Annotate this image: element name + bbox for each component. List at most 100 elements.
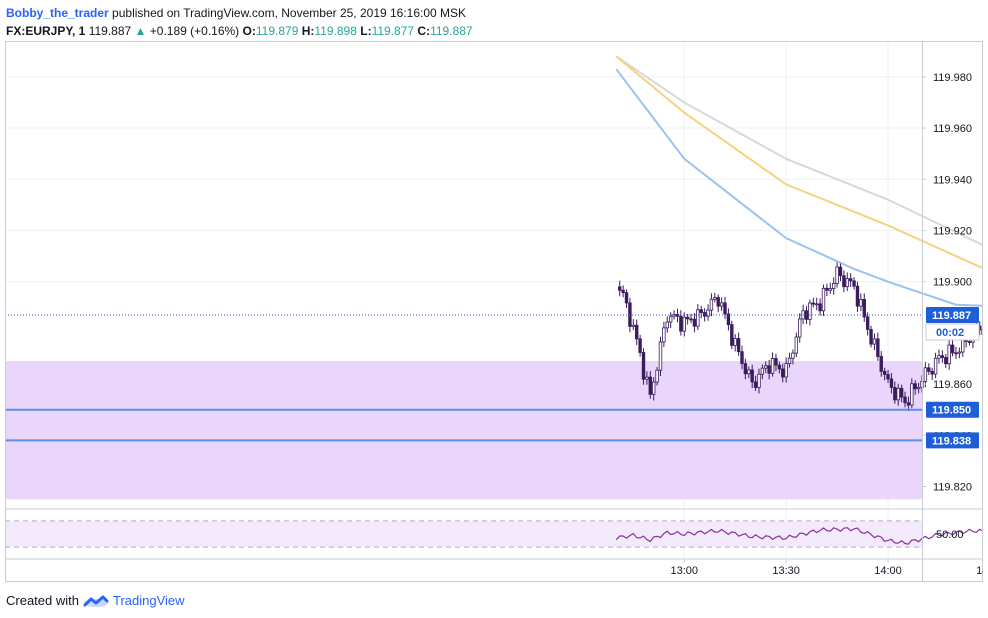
candle-body bbox=[760, 367, 765, 375]
candle-body bbox=[770, 358, 775, 374]
candle-body bbox=[682, 316, 686, 332]
created-with-text: Created with bbox=[6, 593, 79, 608]
time-tick-label: 13:30 bbox=[772, 565, 800, 577]
candle-body bbox=[821, 287, 826, 312]
current-price-label-text: 119.887 bbox=[932, 310, 971, 322]
close-label: C: bbox=[417, 24, 431, 38]
publish-line: Bobby_the_trader published on TradingVie… bbox=[6, 4, 473, 22]
candle-body bbox=[906, 402, 911, 406]
candle-body bbox=[862, 299, 866, 318]
candle-body bbox=[740, 351, 744, 365]
change-up-icon: ▲ bbox=[134, 24, 147, 38]
author-link[interactable]: Bobby_the_trader bbox=[6, 6, 109, 20]
candle-body bbox=[635, 324, 639, 340]
candle-body bbox=[794, 336, 799, 354]
candle-body bbox=[927, 367, 931, 372]
candle-body bbox=[787, 357, 792, 365]
candle-body bbox=[736, 338, 741, 353]
candle-body bbox=[896, 387, 900, 401]
level-price-label: 119.838 bbox=[926, 432, 979, 449]
candle-body bbox=[645, 376, 649, 380]
candle-body bbox=[845, 278, 849, 288]
candles bbox=[618, 262, 988, 412]
price-tick-label: 119.920 bbox=[933, 225, 972, 237]
rsi-panel bbox=[5, 520, 988, 548]
candle-body bbox=[889, 378, 894, 388]
candle-body bbox=[848, 278, 853, 282]
candle-body bbox=[692, 318, 697, 327]
candle-body bbox=[658, 341, 663, 371]
candle-body bbox=[743, 363, 748, 375]
close-value: 119.887 bbox=[430, 24, 473, 38]
low-label: L: bbox=[360, 24, 372, 38]
candle-body bbox=[784, 363, 788, 378]
candle-body bbox=[899, 387, 904, 398]
candle-body bbox=[869, 329, 873, 345]
candle-body bbox=[815, 303, 819, 306]
candle-body bbox=[954, 352, 958, 355]
candle-body bbox=[879, 356, 883, 372]
candle-body bbox=[838, 266, 843, 277]
candle-body bbox=[791, 352, 795, 359]
candle-body bbox=[882, 370, 887, 375]
candle-body bbox=[859, 299, 863, 307]
candle-body bbox=[781, 368, 785, 378]
candle-body bbox=[855, 285, 860, 307]
candle-body bbox=[716, 297, 720, 307]
symbol-line: FX:EURJPY, 1 119.887 ▲ +0.189 (+0.16%) O… bbox=[6, 22, 473, 40]
candle-body bbox=[699, 309, 703, 313]
candle-body bbox=[831, 282, 836, 289]
candle-body bbox=[764, 365, 768, 369]
candle-body bbox=[719, 302, 724, 307]
moving-average-line bbox=[615, 55, 988, 272]
candle-body bbox=[903, 396, 907, 404]
candle-body bbox=[842, 275, 846, 288]
candle-body bbox=[811, 302, 816, 305]
current-price-label-timer: 00:02 bbox=[936, 327, 964, 339]
support-zone bbox=[5, 361, 922, 500]
open-value: 119.879 bbox=[255, 24, 299, 38]
time-tick-label: 14:30 bbox=[976, 565, 983, 577]
candle-body bbox=[865, 316, 870, 330]
candle-body bbox=[757, 373, 761, 388]
candle-body bbox=[733, 338, 737, 346]
candle-body bbox=[828, 288, 832, 291]
candle-body bbox=[947, 344, 951, 365]
candle-body bbox=[753, 381, 758, 388]
symbol-name[interactable]: FX:EURJPY, 1 bbox=[6, 24, 86, 38]
candle-body bbox=[638, 338, 642, 353]
moving-average-line bbox=[615, 68, 988, 307]
candle-body bbox=[730, 324, 734, 346]
current-price-label-bg bbox=[926, 306, 979, 323]
chart-frame[interactable]: 119.980 119.960 119.940 119.920 119.900 119.8… bbox=[5, 41, 988, 582]
candle-body bbox=[923, 367, 928, 382]
chart-header: Bobby_the_trader published on TradingVie… bbox=[6, 4, 473, 40]
candle-body bbox=[750, 369, 754, 383]
candle-body bbox=[910, 383, 914, 406]
candle-body bbox=[618, 286, 622, 291]
level-price-label-text: 119.838 bbox=[932, 435, 971, 447]
level-price-label: 119.850 bbox=[926, 401, 979, 418]
tradingview-link[interactable]: TradingView bbox=[112, 593, 185, 608]
candle-body bbox=[651, 381, 656, 395]
candle-body bbox=[940, 355, 945, 358]
candle-body bbox=[713, 297, 717, 300]
candle-body bbox=[641, 352, 646, 380]
price-chart[interactable]: 119.980 119.960 119.940 119.920 119.900 119.8… bbox=[5, 41, 988, 582]
levels bbox=[5, 314, 922, 442]
high-value: 119.898 bbox=[314, 24, 357, 38]
tradingview-logo-icon bbox=[83, 595, 109, 607]
candle-body bbox=[621, 289, 625, 294]
price-tick-label: 119.900 bbox=[933, 277, 972, 289]
candle-body bbox=[624, 292, 629, 304]
candle-body bbox=[950, 344, 955, 354]
footer: Created with TradingView bbox=[6, 592, 185, 610]
rsi-band bbox=[5, 520, 922, 548]
candle-body bbox=[702, 312, 707, 317]
open-label: O: bbox=[242, 24, 256, 38]
candle-body bbox=[665, 321, 669, 329]
price-tick-label: 119.940 bbox=[933, 174, 972, 186]
high-label: H: bbox=[301, 24, 315, 38]
zone-layer bbox=[5, 361, 922, 500]
candle-body bbox=[808, 302, 812, 320]
